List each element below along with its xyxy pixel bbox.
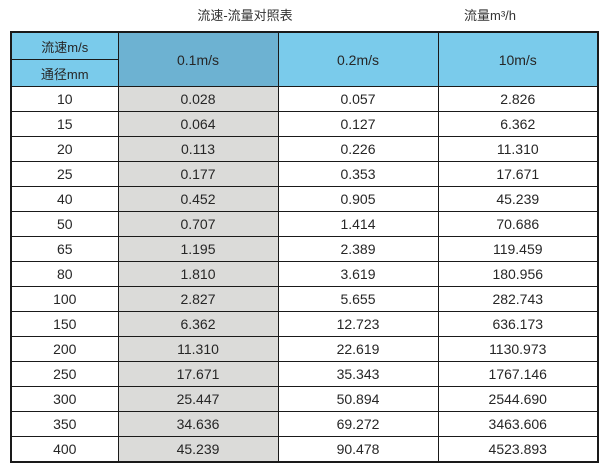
table-row: 200 11.310 22.619 1130.973 bbox=[10, 336, 599, 362]
flow-value-cell: 25.447 bbox=[117, 386, 279, 412]
diameter-cell: 15 bbox=[10, 111, 119, 137]
flow-value-cell: 636.173 bbox=[437, 311, 599, 337]
flow-value-cell: 17.671 bbox=[437, 161, 599, 187]
diameter-cell: 20 bbox=[10, 136, 119, 162]
table-row: 250 17.671 35.343 1767.146 bbox=[10, 361, 599, 387]
table-row: 15 0.064 0.127 6.362 bbox=[10, 111, 599, 137]
table-row: 100 2.827 5.655 282.743 bbox=[10, 286, 599, 312]
flow-value-cell: 2.389 bbox=[277, 236, 439, 262]
flow-value-cell: 0.353 bbox=[277, 161, 439, 187]
table-row: 65 1.195 2.389 119.459 bbox=[10, 236, 599, 262]
flow-value-cell: 11.310 bbox=[117, 336, 279, 362]
flow-value-cell: 90.478 bbox=[277, 436, 439, 463]
table-row: 25 0.177 0.353 17.671 bbox=[10, 161, 599, 187]
flow-value-cell: 1767.146 bbox=[437, 361, 599, 387]
flow-value-cell: 119.459 bbox=[437, 236, 599, 262]
flow-value-cell: 69.272 bbox=[277, 411, 439, 437]
flow-unit-label: 流量m³/h bbox=[463, 8, 516, 23]
flow-value-cell: 4523.893 bbox=[437, 436, 599, 463]
flow-value-cell: 2.826 bbox=[437, 86, 599, 112]
table-header: 流速m/s 0.1m/s 0.2m/s 10m/s 通径mm bbox=[10, 31, 599, 87]
diameter-cell: 50 bbox=[10, 211, 119, 237]
diameter-cell: 40 bbox=[10, 186, 119, 212]
diameter-cell: 350 bbox=[10, 411, 119, 437]
flow-value-cell: 5.655 bbox=[277, 286, 439, 312]
table-row: 80 1.810 3.619 180.956 bbox=[10, 261, 599, 287]
header-row-top: 流速m/s 0.1m/s 0.2m/s 10m/s bbox=[10, 31, 599, 87]
flow-value-cell: 70.686 bbox=[437, 211, 599, 237]
flow-value-cell: 11.310 bbox=[437, 136, 599, 162]
diameter-cell: 200 bbox=[10, 336, 119, 362]
flow-value-cell: 0.113 bbox=[117, 136, 279, 162]
velocity-header-0-2: 0.2m/s bbox=[277, 31, 439, 87]
diameter-cell: 250 bbox=[10, 361, 119, 387]
table-row: 350 34.636 69.272 3463.606 bbox=[10, 411, 599, 437]
table-row: 20 0.113 0.226 11.310 bbox=[10, 136, 599, 162]
flow-value-cell: 1130.973 bbox=[437, 336, 599, 362]
flow-value-cell: 3.619 bbox=[277, 261, 439, 287]
flow-value-cell: 0.452 bbox=[117, 186, 279, 212]
diameter-cell: 10 bbox=[10, 86, 119, 112]
flow-value-cell: 1.195 bbox=[117, 236, 279, 262]
flow-value-cell: 0.057 bbox=[277, 86, 439, 112]
flow-value-cell: 0.064 bbox=[117, 111, 279, 137]
velocity-header-10: 10m/s bbox=[437, 31, 599, 87]
flow-value-cell: 0.226 bbox=[277, 136, 439, 162]
flow-value-cell: 6.362 bbox=[117, 311, 279, 337]
flow-value-cell: 0.707 bbox=[117, 211, 279, 237]
diameter-cell: 300 bbox=[10, 386, 119, 412]
flow-value-cell: 6.362 bbox=[437, 111, 599, 137]
table-body: 10 0.028 0.057 2.826 15 0.064 0.127 6.362 20 0.11… bbox=[10, 86, 599, 463]
flow-value-cell: 0.177 bbox=[117, 161, 279, 187]
flow-value-cell: 45.239 bbox=[437, 186, 599, 212]
flow-table: 流速m/s 0.1m/s 0.2m/s 10m/s 通径mm 10 0.028 0.… bbox=[10, 31, 599, 463]
flow-value-cell: 180.956 bbox=[437, 261, 599, 287]
flow-value-cell: 22.619 bbox=[277, 336, 439, 362]
flow-value-cell: 2544.690 bbox=[437, 386, 599, 412]
flow-value-cell: 35.343 bbox=[277, 361, 439, 387]
table-row: 40 0.452 0.905 45.239 bbox=[10, 186, 599, 212]
diameter-cell: 65 bbox=[10, 236, 119, 262]
diameter-cell: 400 bbox=[10, 436, 119, 463]
velocity-header-0-1: 0.1m/s bbox=[117, 31, 279, 87]
flow-value-cell: 12.723 bbox=[277, 311, 439, 337]
diameter-cell: 25 bbox=[10, 161, 119, 187]
header-row-bottom: 通径mm bbox=[10, 59, 598, 87]
flow-value-cell: 50.894 bbox=[277, 386, 439, 412]
diameter-cell: 80 bbox=[10, 261, 119, 287]
flow-value-cell: 2.827 bbox=[117, 286, 279, 312]
corner-velocity-label: 流速m/s bbox=[10, 31, 119, 60]
flow-value-cell: 0.905 bbox=[277, 186, 439, 212]
table-row: 150 6.362 12.723 636.173 bbox=[10, 311, 599, 337]
flow-value-cell: 0.028 bbox=[117, 86, 279, 112]
flow-value-cell: 1.810 bbox=[117, 261, 279, 287]
table-row: 300 25.447 50.894 2544.690 bbox=[10, 386, 599, 412]
table-row: 50 0.707 1.414 70.686 bbox=[10, 211, 599, 237]
flow-value-cell: 17.671 bbox=[117, 361, 279, 387]
flow-value-cell: 1.414 bbox=[277, 211, 439, 237]
flow-value-cell: 45.239 bbox=[117, 436, 279, 463]
table-row: 10 0.028 0.057 2.826 bbox=[10, 86, 599, 112]
table-title: 流速-流量对照表 bbox=[197, 8, 293, 23]
flow-value-cell: 34.636 bbox=[117, 411, 279, 437]
flow-value-cell: 282.743 bbox=[437, 286, 599, 312]
corner-diameter-label: 通径mm bbox=[10, 59, 119, 87]
flow-value-cell: 3463.606 bbox=[437, 411, 599, 437]
table-row: 400 45.239 90.478 4523.893 bbox=[10, 436, 599, 463]
flow-value-cell: 0.127 bbox=[277, 111, 439, 137]
diameter-cell: 100 bbox=[10, 286, 119, 312]
diameter-cell: 150 bbox=[10, 311, 119, 337]
